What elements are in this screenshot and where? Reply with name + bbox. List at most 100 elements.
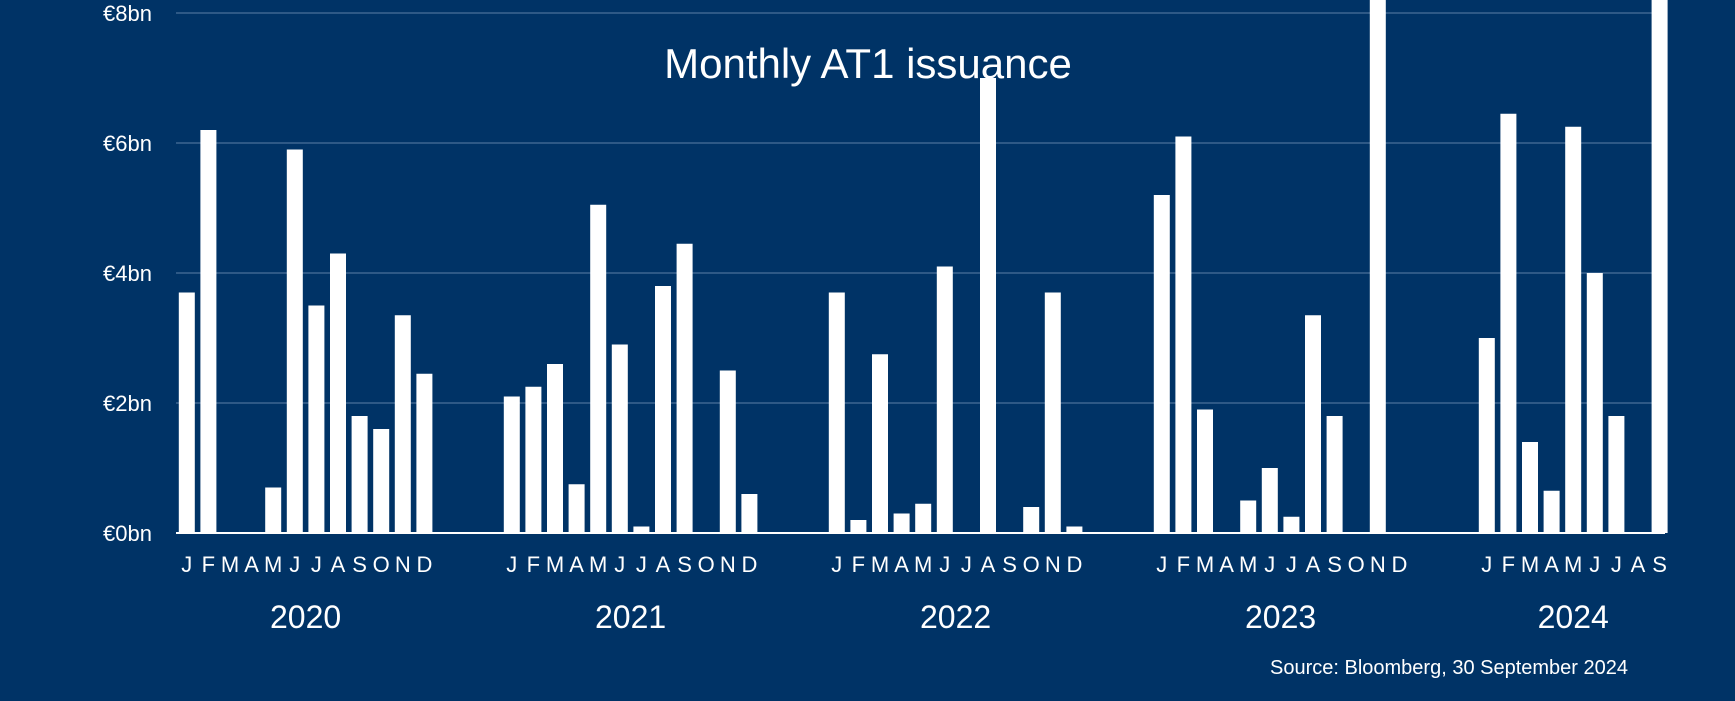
month-tick-label: J [181,552,192,577]
year-tick-label: 2020 [270,599,341,635]
bar-2020-9 [351,416,368,533]
year-tick-label: 2024 [1538,599,1609,635]
bar-2024-7 [1608,416,1625,533]
month-tick-label: S [677,552,692,577]
month-tick-label: O [1348,552,1365,577]
month-tick-label: N [1370,552,1386,577]
bar-2022-8 [980,78,996,533]
month-tick-label: M [1196,552,1214,577]
month-tick-label: N [395,552,411,577]
bar-2021-9 [676,243,693,533]
month-tick-label: J [939,552,950,577]
month-tick-label: M [1564,552,1582,577]
bar-2021-6 [611,344,628,533]
year-tick-label: 2022 [920,599,991,635]
month-tick-label: F [202,552,215,577]
month-tick-label: D [416,552,432,577]
month-tick-label: A [1544,552,1559,577]
bar-2022-12 [1066,526,1083,533]
month-tick-label: J [1589,552,1600,577]
bar-2022-10 [1023,507,1040,533]
bar-2021-2 [525,386,542,533]
y-tick-label: €6bn [103,131,152,156]
y-tick-label: €0bn [103,521,152,546]
bar-2020-8 [330,253,346,533]
month-tick-label: A [331,552,346,577]
month-tick-label: J [1481,552,1492,577]
month-tick-label: A [1219,552,1234,577]
bar-2023-9 [1326,416,1343,533]
month-tick-label: N [1045,552,1061,577]
month-tick-label: A [1306,552,1321,577]
bar-2023-5 [1240,500,1257,533]
bar-2022-4 [893,513,910,533]
bar-2024-1 [1478,338,1495,533]
bar-2020-1 [178,292,195,533]
bar-2021-3 [547,364,563,533]
month-tick-label: S [352,552,367,577]
month-tick-label: F [852,552,865,577]
month-tick-label: A [894,552,909,577]
bar-2020-12 [416,373,433,533]
month-tick-label: J [289,552,300,577]
bar-2022-11 [1044,292,1061,533]
bar-2021-4 [568,484,585,533]
month-tick-label: O [373,552,390,577]
bar-2022-1 [828,292,845,533]
month-tick-label: N [720,552,736,577]
month-tick-label: D [1066,552,1082,577]
bar-2020-2 [200,130,217,533]
month-tick-label: J [961,552,972,577]
month-tick-label: M [221,552,239,577]
chart-title: Monthly AT1 issuance [664,40,1072,87]
month-tick-label: S [1327,552,1342,577]
y-axis-ticks: €0bn€2bn€4bn€6bn€8bn€10bn€12bn [103,1,152,546]
y-tick-label: €8bn [103,1,152,26]
month-tick-label: F [1177,552,1190,577]
month-tick-label: J [614,552,625,577]
month-tick-label: M [1239,552,1257,577]
bar-2020-7 [308,305,325,533]
month-tick-label: O [698,552,715,577]
year-tick-label: 2021 [595,599,666,635]
month-tick-label: J [1611,552,1622,577]
bar-2020-6 [286,149,303,533]
bar-2023-1 [1153,195,1170,533]
bar-2024-2 [1500,113,1517,533]
bar-2023-2 [1175,136,1192,533]
month-tick-label: J [1156,552,1167,577]
month-tick-label: J [831,552,842,577]
y-tick-label: €4bn [103,261,152,286]
bar-2024-3 [1522,442,1538,533]
month-tick-label: A [244,552,259,577]
month-tick-label: J [1286,552,1297,577]
month-tick-label: D [741,552,757,577]
bar-2023-8 [1305,315,1321,533]
bar-2024-5 [1565,126,1582,533]
source-note: Source: Bloomberg, 30 September 2024 [1270,657,1628,679]
month-tick-label: A [569,552,584,577]
month-tick-label: M [1521,552,1539,577]
month-tick-label: S [1002,552,1017,577]
year-tick-label: 2023 [1245,599,1316,635]
month-tick-label: M [546,552,564,577]
month-tick-label: A [981,552,996,577]
bar-2022-5 [915,503,932,533]
month-tick-label: A [656,552,671,577]
bar-2024-4 [1543,490,1560,533]
bar-2022-6 [936,266,953,533]
month-tick-label: M [914,552,932,577]
month-tick-label: J [506,552,517,577]
y-tick-label: €2bn [103,391,152,416]
month-tick-label: S [1652,552,1667,577]
bar-2021-7 [633,526,650,533]
bar-2024-9 [1651,0,1668,533]
month-tick-label: J [311,552,322,577]
month-tick-label: A [1631,552,1646,577]
bar-2023-6 [1261,468,1278,533]
bar-2023-7 [1283,516,1300,533]
bar-2021-11 [719,370,736,533]
bar-2021-12 [741,494,758,533]
month-tick-label: M [264,552,282,577]
